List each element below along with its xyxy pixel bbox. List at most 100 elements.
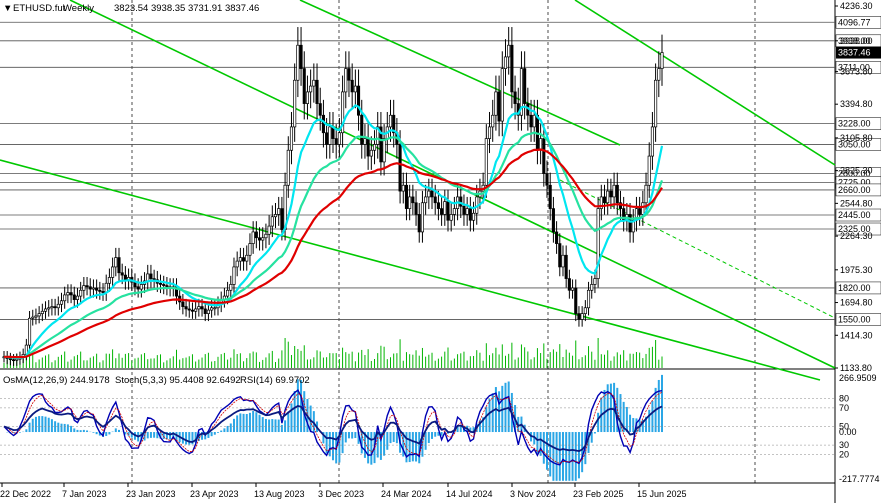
candle-body-36 <box>117 257 121 274</box>
candle-body-34 <box>111 266 115 278</box>
candle-body-169 <box>542 138 546 174</box>
candle-body-42 <box>136 286 140 290</box>
time-label-7: 14 Jul 2024 <box>446 489 493 499</box>
time-label-1: 7 Jan 2023 <box>62 489 107 499</box>
candle-body-84 <box>270 216 274 227</box>
price-tick-label-10: 1414.30 <box>840 330 873 340</box>
candle-body-76 <box>245 254 249 262</box>
candle-body-57 <box>184 306 188 310</box>
candle-body-117 <box>376 126 380 145</box>
candle-body-162 <box>519 68 524 116</box>
candle-body-173 <box>555 231 559 244</box>
candle-body-177 <box>567 278 571 291</box>
chart-header: ▼ ETHUSD.fut Weekly 3823.54 3938.35 3731… <box>3 3 259 14</box>
candle-body-60 <box>194 308 198 312</box>
level-tag-text-7: 2660.00 <box>838 185 871 195</box>
candle-body-73 <box>235 260 239 268</box>
candle-body-118 <box>379 126 383 163</box>
candle-body-147 <box>471 212 476 221</box>
candle-body-163 <box>523 68 527 104</box>
candle-body-184 <box>590 284 594 291</box>
candle-body-189 <box>606 190 610 204</box>
candle-body-157 <box>503 56 508 69</box>
candle-body-182 <box>583 307 587 314</box>
current-price-text: 3837.46 <box>838 48 871 58</box>
candle-body-18 <box>59 300 64 305</box>
candle-body-13 <box>43 308 48 312</box>
stoch-line-0 <box>3 389 663 466</box>
candle-body-100 <box>321 114 325 134</box>
candle-body-56 <box>181 301 185 307</box>
candle-body-126 <box>404 184 409 209</box>
time-label-6: 24 Mar 2024 <box>381 489 432 499</box>
candle-body-99 <box>318 103 322 116</box>
candle-body-160 <box>513 91 517 104</box>
candle-body-101 <box>325 132 329 145</box>
candle-body-128 <box>411 196 415 204</box>
candle-body-16 <box>53 306 57 309</box>
price-tick-label-0: 4236.30 <box>840 1 873 11</box>
candle-body-3 <box>12 359 16 362</box>
candle-body-70 <box>226 289 230 297</box>
candle-body-196 <box>628 214 632 233</box>
header-timeframe: Weekly <box>63 3 94 14</box>
level-tag-text-4: 3050.00 <box>838 139 871 149</box>
price-tick-label-9: 1694.80 <box>840 298 873 308</box>
price-tick-label-6: 2544.80 <box>840 198 873 208</box>
level-tag-11 <box>835 313 881 326</box>
header-symbol-arrow-icon: ▼ <box>3 3 12 14</box>
candle-body-202 <box>647 155 651 186</box>
ema-line-2 <box>4 148 663 359</box>
candle-body-136 <box>436 202 440 209</box>
candle-body-144 <box>462 205 466 215</box>
candle-body-119 <box>382 138 386 163</box>
candle-body-74 <box>238 257 242 262</box>
candle-body-187 <box>599 196 603 209</box>
candle-body-96 <box>309 85 313 93</box>
candle-body-143 <box>459 196 463 207</box>
candle-body-151 <box>484 138 488 186</box>
candle-body-22 <box>72 294 76 300</box>
stoch-line-1 <box>3 391 663 464</box>
candle-body-66 <box>213 307 217 310</box>
candle-body-108 <box>347 68 351 81</box>
price-tick-label-3: 3394.80 <box>840 99 873 109</box>
candle-body-176 <box>564 254 568 279</box>
level-tag-text-0: 4096.77 <box>838 17 871 27</box>
level-tag-10 <box>835 281 881 295</box>
candle-body-159 <box>510 44 514 93</box>
candle-body-81 <box>261 237 265 241</box>
candle-body-145 <box>465 208 469 215</box>
candle-body-104 <box>334 138 338 145</box>
channel-line-2 <box>574 0 836 166</box>
candle-body-109 <box>350 79 354 93</box>
candle-body-155 <box>497 91 501 122</box>
price-tick-label-8: 1975.30 <box>840 265 873 275</box>
candle-body-62 <box>200 306 204 310</box>
level-tag-text-6: 2725.00 <box>838 177 871 187</box>
candle-body-131 <box>420 202 424 233</box>
candle-body-188 <box>602 196 607 204</box>
ema-line-1 <box>3 131 664 359</box>
level-tag-2 <box>835 61 881 74</box>
rsi-label: RSI(14) 69.9702 <box>240 375 310 386</box>
candle-body-15 <box>50 306 54 309</box>
time-label-3: 23 Apr 2023 <box>190 489 239 499</box>
candle-body-107 <box>344 68 348 93</box>
volume-bars <box>3 338 663 368</box>
candle-body-138 <box>443 201 447 215</box>
candle-body-90 <box>289 126 294 151</box>
candle-body-206 <box>660 52 664 69</box>
level-tag-text-8: 2445.00 <box>838 210 871 220</box>
price-tick-label-4: 3105.80 <box>840 133 873 143</box>
rsi-line <box>3 405 663 453</box>
candle-body-192 <box>615 184 619 204</box>
candle-body-78 <box>251 231 255 244</box>
candle-body-91 <box>293 79 297 128</box>
candle-body-95 <box>305 91 309 104</box>
time-label-8: 3 Nov 2024 <box>510 489 556 499</box>
candle-body-86 <box>277 208 281 215</box>
candle-body-31 <box>101 291 105 293</box>
candle-body-186 <box>596 208 600 279</box>
